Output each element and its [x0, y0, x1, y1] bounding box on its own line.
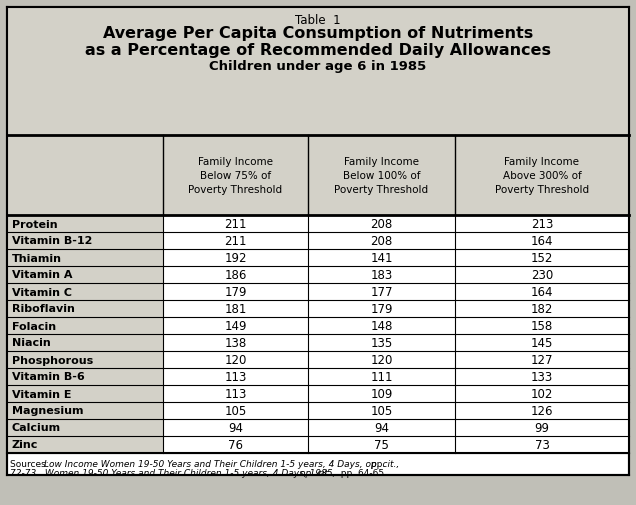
Text: Average Per Capita Consumption of Nutriments: Average Per Capita Consumption of Nutrim… — [103, 26, 533, 41]
Text: Calcium: Calcium — [12, 423, 61, 433]
Text: 186: 186 — [225, 269, 247, 281]
Bar — [7, 267, 163, 283]
Text: Magnesium: Magnesium — [12, 406, 83, 416]
Bar — [163, 402, 629, 419]
Bar — [7, 436, 163, 453]
Bar — [7, 317, 163, 334]
Bar — [163, 436, 629, 453]
Text: 72-73.  Women 19-50 Years and Their Children 1-5 years, 4 Days, 1985,: 72-73. Women 19-50 Years and Their Child… — [10, 468, 338, 477]
Text: 179: 179 — [370, 302, 393, 316]
Bar — [7, 216, 163, 232]
Text: 135: 135 — [370, 336, 392, 349]
Text: Sources:: Sources: — [10, 459, 52, 468]
Text: 133: 133 — [531, 370, 553, 383]
Text: Low Income Women 19-50 Years and Their Children 1-5 years, 4 Days, op. cit.,: Low Income Women 19-50 Years and Their C… — [44, 459, 399, 468]
Text: Family Income
Above 300% of
Poverty Threshold: Family Income Above 300% of Poverty Thre… — [495, 157, 589, 194]
Text: 99: 99 — [534, 421, 550, 434]
Text: Thiamin: Thiamin — [12, 253, 62, 263]
Text: Zinc: Zinc — [12, 440, 38, 449]
Text: 213: 213 — [531, 218, 553, 231]
Bar — [163, 419, 629, 436]
Bar — [7, 249, 163, 267]
Text: 94: 94 — [228, 421, 243, 434]
Text: Riboflavin: Riboflavin — [12, 304, 75, 314]
Bar — [7, 351, 163, 368]
Text: 102: 102 — [531, 387, 553, 400]
Text: Folacin: Folacin — [12, 321, 56, 331]
Text: 181: 181 — [225, 302, 247, 316]
Text: 76: 76 — [228, 438, 243, 451]
Bar — [7, 136, 629, 216]
Text: 183: 183 — [370, 269, 392, 281]
Text: 177: 177 — [370, 285, 393, 298]
Text: 152: 152 — [531, 251, 553, 265]
Text: op. cit.: op. cit. — [300, 468, 331, 477]
Bar — [163, 283, 629, 300]
Text: 158: 158 — [531, 319, 553, 332]
Bar — [163, 216, 629, 232]
Text: 208: 208 — [370, 234, 392, 247]
Text: 113: 113 — [225, 370, 247, 383]
Text: 148: 148 — [370, 319, 392, 332]
Text: 120: 120 — [225, 354, 247, 366]
Text: 164: 164 — [531, 285, 553, 298]
Text: Vitamin C: Vitamin C — [12, 287, 72, 297]
Bar — [7, 402, 163, 419]
Bar — [163, 232, 629, 249]
Text: Vitamin B-6: Vitamin B-6 — [12, 372, 85, 382]
Text: 111: 111 — [370, 370, 393, 383]
Bar — [163, 249, 629, 267]
Text: 73: 73 — [535, 438, 550, 451]
Text: pp. 64-65.: pp. 64-65. — [335, 468, 387, 477]
Bar — [7, 232, 163, 249]
Text: as a Percentage of Recommended Daily Allowances: as a Percentage of Recommended Daily All… — [85, 43, 551, 58]
Text: 94: 94 — [374, 421, 389, 434]
Bar — [163, 267, 629, 283]
Text: pp.: pp. — [368, 459, 385, 468]
Text: 211: 211 — [225, 218, 247, 231]
Text: Niacin: Niacin — [12, 338, 51, 348]
Text: 113: 113 — [225, 387, 247, 400]
Text: Family Income
Below 100% of
Poverty Threshold: Family Income Below 100% of Poverty Thre… — [335, 157, 429, 194]
Text: Vitamin E: Vitamin E — [12, 389, 71, 399]
Text: 164: 164 — [531, 234, 553, 247]
Text: Phosphorous: Phosphorous — [12, 355, 93, 365]
Bar — [163, 368, 629, 385]
Text: Children under age 6 in 1985: Children under age 6 in 1985 — [209, 60, 427, 73]
Bar — [163, 317, 629, 334]
Text: Family Income
Below 75% of
Poverty Threshold: Family Income Below 75% of Poverty Thres… — [188, 157, 282, 194]
Text: 145: 145 — [531, 336, 553, 349]
Bar — [163, 385, 629, 402]
Text: 192: 192 — [225, 251, 247, 265]
Text: 182: 182 — [531, 302, 553, 316]
Bar — [163, 300, 629, 317]
Text: 105: 105 — [370, 404, 392, 417]
Text: 105: 105 — [225, 404, 247, 417]
Bar — [7, 368, 163, 385]
Bar — [7, 283, 163, 300]
Bar — [163, 351, 629, 368]
Bar — [7, 300, 163, 317]
Bar — [7, 419, 163, 436]
Text: 149: 149 — [225, 319, 247, 332]
Text: 208: 208 — [370, 218, 392, 231]
Text: 230: 230 — [531, 269, 553, 281]
Text: 120: 120 — [370, 354, 392, 366]
Text: Vitamin B-12: Vitamin B-12 — [12, 236, 92, 246]
Bar — [7, 385, 163, 402]
Bar — [163, 334, 629, 351]
Text: 211: 211 — [225, 234, 247, 247]
Bar — [7, 334, 163, 351]
Text: 127: 127 — [531, 354, 553, 366]
Text: 75: 75 — [374, 438, 389, 451]
Text: Vitamin A: Vitamin A — [12, 270, 73, 280]
Text: 126: 126 — [531, 404, 553, 417]
Text: 179: 179 — [225, 285, 247, 298]
Text: 109: 109 — [370, 387, 392, 400]
Text: 141: 141 — [370, 251, 393, 265]
Text: Protein: Protein — [12, 219, 58, 229]
Bar — [7, 8, 629, 136]
Text: Table  1: Table 1 — [295, 14, 341, 27]
Text: 138: 138 — [225, 336, 247, 349]
